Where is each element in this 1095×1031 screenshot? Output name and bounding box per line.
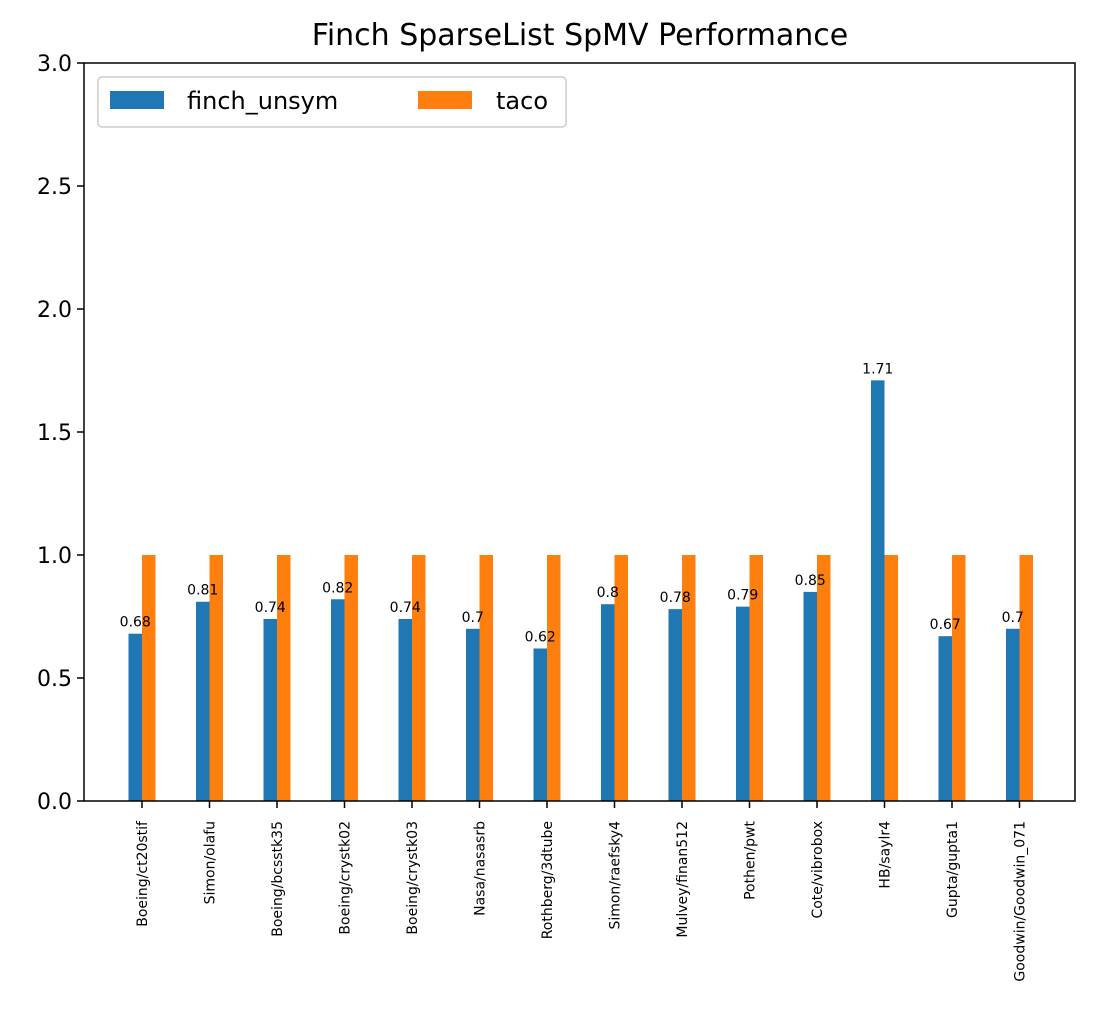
bar-taco — [682, 555, 696, 801]
bar-taco — [412, 555, 426, 801]
bar-taco — [344, 555, 358, 801]
bars-layer — [128, 380, 1033, 801]
x-tick-label: Pothen/pwt — [743, 820, 759, 899]
y-tick-label: 0.0 — [37, 790, 72, 815]
bar-taco — [209, 555, 223, 801]
legend-label-finch-unsym: finch_unsym — [187, 87, 338, 115]
plot-frame — [83, 62, 1076, 802]
y-axis: 0.0 0.5 1.0 1.5 2.0 2.5 3.0 — [37, 52, 84, 815]
bar-finch-unsym — [1006, 628, 1020, 801]
bar-finch-unsym — [871, 380, 885, 801]
x-tick-label: HB/saylr4 — [878, 821, 894, 889]
y-tick-label: 2.0 — [37, 298, 72, 323]
bar-taco — [547, 555, 561, 801]
bar-value-label: 0.79 — [727, 588, 758, 604]
x-axis: Boeing/ct20stif Simon/olafu Boeing/bcsstk3… — [135, 801, 1029, 982]
bar-finch-unsym — [398, 618, 412, 801]
bar-finch-unsym — [128, 633, 142, 801]
bar-value-label: 0.74 — [390, 600, 421, 616]
x-tick-label: Cote/vibrobox — [810, 821, 826, 919]
bar-finch-unsym — [533, 648, 547, 801]
bar-taco — [1019, 555, 1033, 801]
bar-taco — [479, 555, 493, 801]
x-tick-label: Nasa/nasasrb — [473, 821, 489, 916]
bar-taco — [952, 555, 966, 801]
bar-finch-unsym — [668, 609, 682, 801]
bar-value-label: 0.81 — [187, 583, 218, 599]
bar-finch-unsym — [466, 628, 480, 801]
legend-label-taco: taco — [496, 87, 548, 115]
x-tick-label: Rothberg/3dtube — [540, 821, 556, 939]
bar-value-label: 0.7 — [1002, 610, 1024, 626]
x-tick-label: Gupta/gupta1 — [945, 821, 961, 918]
bar-taco — [817, 555, 831, 801]
bar-finch-unsym — [263, 618, 277, 801]
bar-value-label: 0.85 — [795, 573, 826, 589]
bar-finch-unsym — [601, 604, 615, 801]
x-tick-label: Boeing/bcsstk35 — [270, 821, 286, 937]
bar-value-label: 0.68 — [120, 615, 151, 631]
bar-value-label: 0.62 — [525, 629, 556, 645]
bar-finch-unsym — [331, 599, 345, 801]
x-tick-label: Boeing/ct20stif — [135, 820, 151, 927]
bar-taco — [749, 555, 763, 801]
bar-finch-unsym — [803, 591, 817, 801]
bar-finch-unsym — [196, 601, 210, 801]
bar-labels-layer: 0.68 0.81 0.74 0.82 0.74 0.7 0.62 0.8 0.78 0.79 0.… — [120, 361, 1024, 645]
bar-value-label: 0.74 — [255, 600, 286, 616]
x-tick-label: Simon/raefsky4 — [608, 821, 624, 930]
bar-value-label: 0.8 — [597, 585, 619, 601]
bar-taco — [142, 555, 156, 801]
bar-taco — [884, 555, 898, 801]
x-tick-label: Mulvey/finan512 — [675, 821, 691, 938]
x-tick-label: Boeing/crystk02 — [338, 821, 354, 935]
bar-value-label: 1.71 — [862, 361, 893, 377]
y-tick-label: 3.0 — [37, 52, 72, 77]
bar-value-label: 0.78 — [660, 590, 691, 606]
legend-swatch-finch-unsym — [110, 91, 164, 109]
bar-value-label: 0.67 — [930, 617, 961, 633]
bar-value-label: 0.7 — [462, 610, 484, 626]
bar-finch-unsym — [938, 636, 952, 801]
y-tick-label: 1.0 — [37, 544, 72, 569]
legend-swatch-taco — [418, 91, 472, 109]
bar-value-label: 0.82 — [322, 580, 353, 596]
legend: finch_unsym taco — [97, 76, 567, 128]
x-tick-label: Boeing/crystk03 — [405, 821, 421, 935]
bar-finch-unsym — [736, 606, 750, 801]
x-tick-label: Simon/olafu — [203, 821, 219, 904]
y-tick-label: 2.5 — [37, 175, 72, 200]
y-tick-label: 0.5 — [37, 667, 72, 692]
y-tick-label: 1.5 — [37, 421, 72, 446]
bar-taco — [614, 555, 628, 801]
bar-taco — [277, 555, 291, 801]
x-tick-label: Goodwin/Goodwin_071 — [1013, 821, 1029, 982]
chart-title: Finch SparseList SpMV Performance — [312, 18, 848, 53]
legend-box — [97, 76, 567, 128]
